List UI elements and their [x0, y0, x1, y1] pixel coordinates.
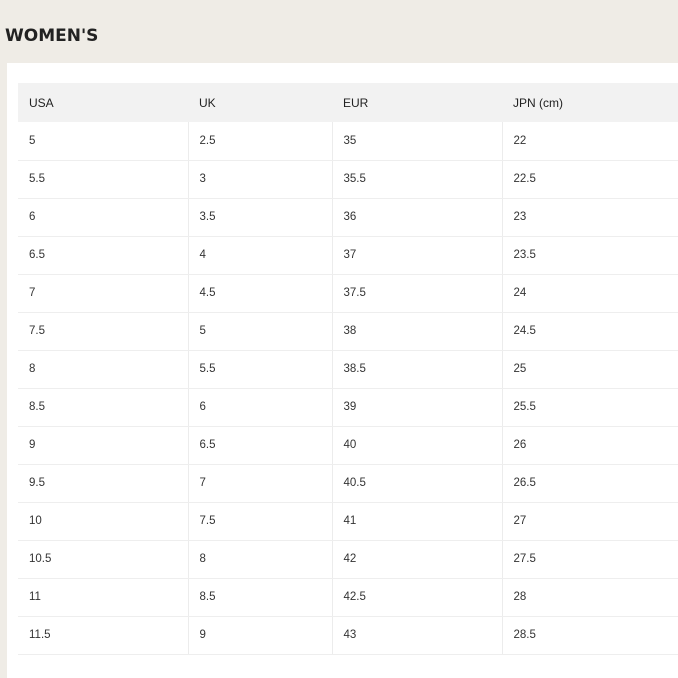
cell-usa: 10	[18, 502, 188, 541]
cell-eur: 38.5	[331, 350, 502, 389]
cell-uk: 6.5	[187, 426, 332, 465]
cell-jpn: 28.5	[501, 616, 678, 655]
cell-eur: 37.5	[331, 274, 502, 313]
cell-uk: 9	[187, 616, 332, 655]
table-row: 9.5 7 40.5 26.5	[18, 464, 678, 503]
table-row: 6.5 4 37 23.5	[18, 236, 678, 275]
cell-usa: 6	[18, 198, 188, 237]
table-row: 8 5.5 38.5 25	[18, 350, 678, 389]
cell-eur: 42.5	[331, 578, 502, 617]
cell-jpn: 23.5	[501, 236, 678, 275]
cell-uk: 8	[187, 540, 332, 579]
cell-uk: 4	[187, 236, 332, 275]
table-row: 5.5 3 35.5 22.5	[18, 160, 678, 199]
cell-usa: 6.5	[18, 236, 188, 275]
table-header-row: USA UK EUR JPN (cm)	[18, 83, 678, 122]
cell-uk: 2.5	[187, 122, 332, 161]
cell-usa: 10.5	[18, 540, 188, 579]
cell-jpn: 28	[501, 578, 678, 617]
cell-usa: 5	[18, 122, 188, 161]
header-usa: USA	[18, 83, 188, 122]
cell-jpn: 27.5	[501, 540, 678, 579]
cell-usa: 11.5	[18, 616, 188, 655]
cell-usa: 8.5	[18, 388, 188, 427]
cell-uk: 3.5	[187, 198, 332, 237]
table-row: 11.5 9 43 28.5	[18, 616, 678, 655]
cell-eur: 39	[331, 388, 502, 427]
cell-jpn: 23	[501, 198, 678, 237]
cell-eur: 43	[331, 616, 502, 655]
cell-uk: 3	[187, 160, 332, 199]
cell-eur: 35.5	[331, 160, 502, 199]
header-eur: EUR	[332, 83, 502, 122]
cell-eur: 40.5	[331, 464, 502, 503]
cell-jpn: 24	[501, 274, 678, 313]
cell-jpn: 26	[501, 426, 678, 465]
cell-eur: 35	[331, 122, 502, 161]
cell-usa: 7	[18, 274, 188, 313]
cell-uk: 7	[187, 464, 332, 503]
cell-jpn: 25	[501, 350, 678, 389]
cell-jpn: 24.5	[501, 312, 678, 351]
cell-eur: 41	[331, 502, 502, 541]
table-row: 5 2.5 35 22	[18, 122, 678, 161]
header-uk: UK	[188, 83, 332, 122]
cell-usa: 9	[18, 426, 188, 465]
table-row: 11 8.5 42.5 28	[18, 578, 678, 617]
cell-jpn: 25.5	[501, 388, 678, 427]
header-jpn: JPN (cm)	[502, 83, 678, 122]
cell-usa: 9.5	[18, 464, 188, 503]
size-chart-table: USA UK EUR JPN (cm) 5 2.5 35 22 5.5 3 35.5 22.5…	[18, 83, 678, 655]
cell-usa: 5.5	[18, 160, 188, 199]
cell-jpn: 22	[501, 122, 678, 161]
cell-eur: 38	[331, 312, 502, 351]
table-row: 8.5 6 39 25.5	[18, 388, 678, 427]
cell-eur: 36	[331, 198, 502, 237]
cell-eur: 37	[331, 236, 502, 275]
cell-uk: 5	[187, 312, 332, 351]
table-row: 6 3.5 36 23	[18, 198, 678, 237]
cell-jpn: 26.5	[501, 464, 678, 503]
table-row: 10.5 8 42 27.5	[18, 540, 678, 579]
table-row: 7.5 5 38 24.5	[18, 312, 678, 351]
table-row: 10 7.5 41 27	[18, 502, 678, 541]
cell-usa: 7.5	[18, 312, 188, 351]
cell-uk: 7.5	[187, 502, 332, 541]
cell-uk: 4.5	[187, 274, 332, 313]
cell-uk: 6	[187, 388, 332, 427]
cell-usa: 8	[18, 350, 188, 389]
table-row: 9 6.5 40 26	[18, 426, 678, 465]
cell-eur: 40	[331, 426, 502, 465]
cell-uk: 8.5	[187, 578, 332, 617]
cell-jpn: 22.5	[501, 160, 678, 199]
section-title: WOMEN'S	[5, 26, 99, 46]
cell-jpn: 27	[501, 502, 678, 541]
cell-eur: 42	[331, 540, 502, 579]
cell-usa: 11	[18, 578, 188, 617]
table-row: 7 4.5 37.5 24	[18, 274, 678, 313]
cell-uk: 5.5	[187, 350, 332, 389]
